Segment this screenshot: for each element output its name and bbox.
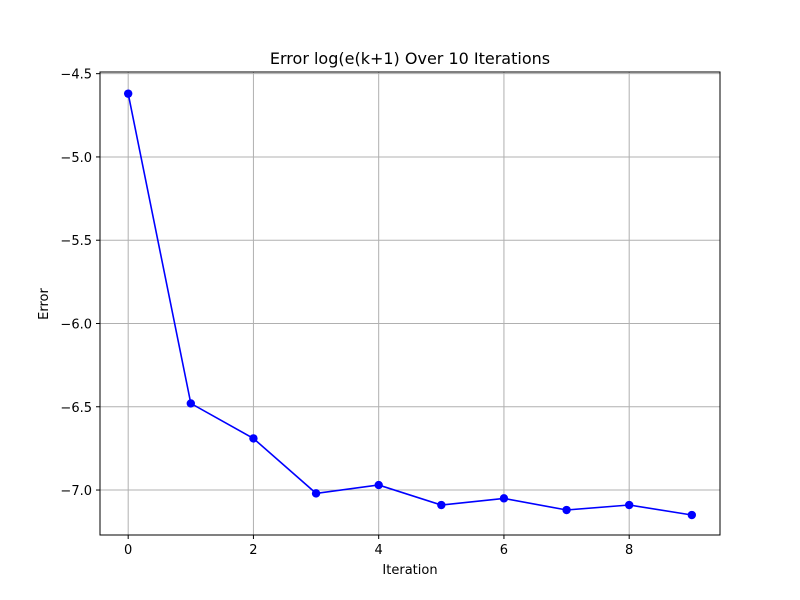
data-point [123, 89, 133, 98]
data-point [624, 500, 634, 510]
x-tick-label: 2 [249, 543, 257, 558]
y-tick-label: −4.5 [60, 68, 92, 83]
chart-title: Error log(e(k+1) Over 10 Iterations [270, 49, 550, 68]
series-layer [123, 89, 697, 520]
data-point [562, 505, 571, 515]
data-point [186, 399, 196, 408]
ticks-layer: 0 2 4 6 8 −4.5 −5.0 −5.5 −6.0 −6.5 −7.0 [60, 68, 633, 558]
y-axis-label: Error [37, 288, 52, 320]
series-line [127, 93, 692, 516]
data-point [499, 494, 509, 503]
data-point [437, 500, 446, 510]
plot-frame [99, 71, 721, 536]
data-point [374, 480, 383, 490]
x-tick-label: 4 [375, 543, 383, 558]
grid-lines [100, 72, 720, 535]
y-tick-label: −7.0 [60, 484, 92, 499]
y-tick-label: −5.0 [60, 151, 92, 166]
y-tick-label: −6.5 [60, 401, 92, 416]
y-tick-label: −6.0 [60, 317, 92, 332]
x-axis-label: Iteration [382, 563, 437, 578]
data-point [687, 510, 697, 520]
x-tick-label: 6 [500, 543, 508, 558]
x-tick-label: 8 [625, 543, 633, 558]
y-tick-label: −5.5 [60, 234, 92, 249]
data-point [249, 434, 258, 443]
data-point [311, 489, 321, 498]
x-tick-label: 0 [124, 543, 132, 558]
